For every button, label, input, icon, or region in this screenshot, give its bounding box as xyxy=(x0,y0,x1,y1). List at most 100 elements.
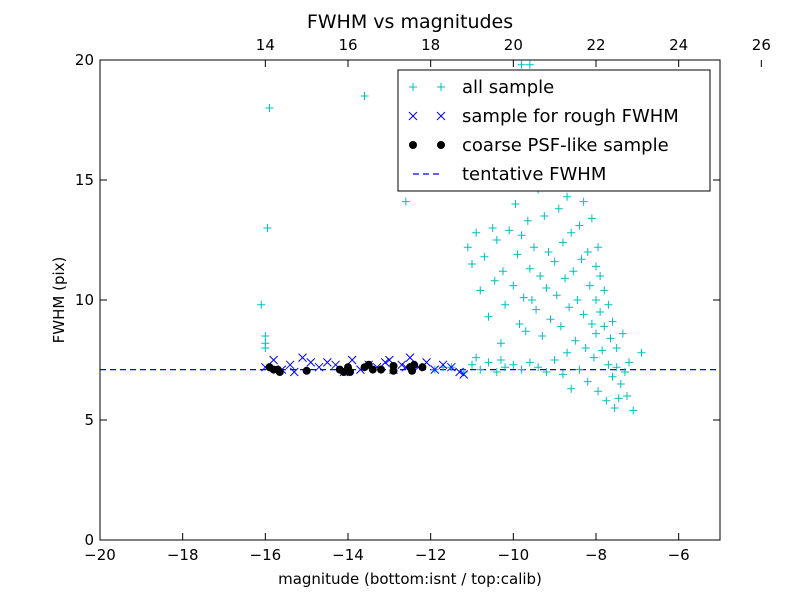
data-point xyxy=(544,248,553,256)
data-point xyxy=(257,300,266,309)
data-point xyxy=(480,252,489,261)
data-point xyxy=(583,377,592,386)
data-point xyxy=(604,300,613,309)
data-point xyxy=(322,358,332,367)
legend-entry: tentative FWHM xyxy=(413,164,606,185)
data-point xyxy=(519,293,528,302)
data-point xyxy=(546,315,555,324)
data-point xyxy=(532,305,541,314)
data-point xyxy=(306,358,316,367)
data-point xyxy=(360,92,369,100)
data-point xyxy=(573,296,582,304)
data-point xyxy=(380,358,390,367)
data-point xyxy=(496,356,505,364)
data-point xyxy=(567,384,576,393)
data-point xyxy=(405,353,415,362)
data-point xyxy=(525,60,534,69)
data-layer xyxy=(100,60,720,415)
data-point xyxy=(592,329,600,338)
data-point xyxy=(492,368,501,376)
data-point xyxy=(484,358,493,367)
data-point xyxy=(563,348,572,357)
data-point xyxy=(616,380,625,388)
y-tick-label: 20 xyxy=(75,51,94,69)
data-point xyxy=(542,368,551,376)
top-tick-label: 26 xyxy=(752,36,771,54)
data-point xyxy=(610,404,619,412)
data-point xyxy=(501,363,510,372)
data-point xyxy=(558,238,567,247)
data-point xyxy=(269,355,278,365)
data-point xyxy=(567,228,576,237)
x-tick-label: −14 xyxy=(332,546,364,564)
data-point xyxy=(346,368,355,376)
data-point xyxy=(525,264,534,273)
data-point xyxy=(275,368,284,376)
data-point xyxy=(552,291,561,300)
data-point xyxy=(612,363,621,372)
x-tick-label: −18 xyxy=(167,546,199,564)
legend-marker xyxy=(437,141,445,149)
data-point xyxy=(620,368,629,376)
data-point xyxy=(418,363,427,372)
top-tick-label: 18 xyxy=(421,36,440,54)
legend-entry: all sample xyxy=(409,77,554,98)
data-point xyxy=(596,272,605,280)
x-tick-label: −20 xyxy=(84,546,116,564)
legend-label: sample for rough FWHM xyxy=(462,106,679,127)
data-point xyxy=(521,327,530,336)
data-point xyxy=(629,406,638,415)
data-point xyxy=(488,224,497,232)
data-point xyxy=(468,260,476,268)
data-point xyxy=(594,387,603,396)
data-point xyxy=(625,358,634,367)
data-point xyxy=(587,214,596,223)
data-point xyxy=(542,284,551,292)
data-point xyxy=(285,360,295,370)
data-point xyxy=(579,197,588,206)
data-point xyxy=(505,226,514,235)
chart-title: FWHM vs magnitudes xyxy=(307,11,513,33)
data-point xyxy=(606,334,615,343)
axes-layer: −20 −18 −16 −14 −12 −10 −8 −6 0 5 10 15 20 14 16 18 20 22… xyxy=(75,36,771,564)
legend-label: all sample xyxy=(462,77,554,98)
data-point xyxy=(302,366,311,375)
x-tick-label: −16 xyxy=(250,546,282,564)
legend-entry: sample for rough FWHM xyxy=(408,106,679,127)
top-tick-label: 16 xyxy=(338,36,357,54)
data-point xyxy=(472,228,481,237)
data-point xyxy=(538,332,547,340)
top-tick-label: 14 xyxy=(256,36,275,54)
data-point xyxy=(540,212,549,220)
data-point xyxy=(527,296,536,304)
data-point xyxy=(589,353,598,362)
legend-marker xyxy=(437,83,445,91)
y-tick-label: 10 xyxy=(75,291,94,309)
data-point xyxy=(455,367,464,377)
data-point xyxy=(569,267,578,276)
data-point xyxy=(265,104,274,112)
data-point xyxy=(608,372,617,381)
data-point xyxy=(575,221,584,230)
legend-entry: coarse PSF-like sample xyxy=(409,135,669,156)
y-axis-title: FWHM (pix) xyxy=(50,257,68,344)
data-point xyxy=(623,392,631,400)
x-tick-label: −12 xyxy=(415,546,447,564)
data-point xyxy=(608,317,617,326)
data-point xyxy=(517,365,526,374)
data-point xyxy=(577,255,586,264)
x-tick-label: −10 xyxy=(498,546,530,564)
y-tick-label: 15 xyxy=(75,171,94,189)
data-point xyxy=(587,320,596,328)
data-point xyxy=(298,353,307,362)
data-point xyxy=(637,348,646,357)
data-point xyxy=(579,310,588,319)
data-point xyxy=(501,300,510,309)
data-point xyxy=(430,365,440,374)
data-point xyxy=(581,344,590,352)
data-point xyxy=(468,360,476,369)
data-point xyxy=(515,320,524,328)
data-point xyxy=(261,344,270,352)
data-point xyxy=(509,281,518,290)
data-point xyxy=(517,231,526,240)
